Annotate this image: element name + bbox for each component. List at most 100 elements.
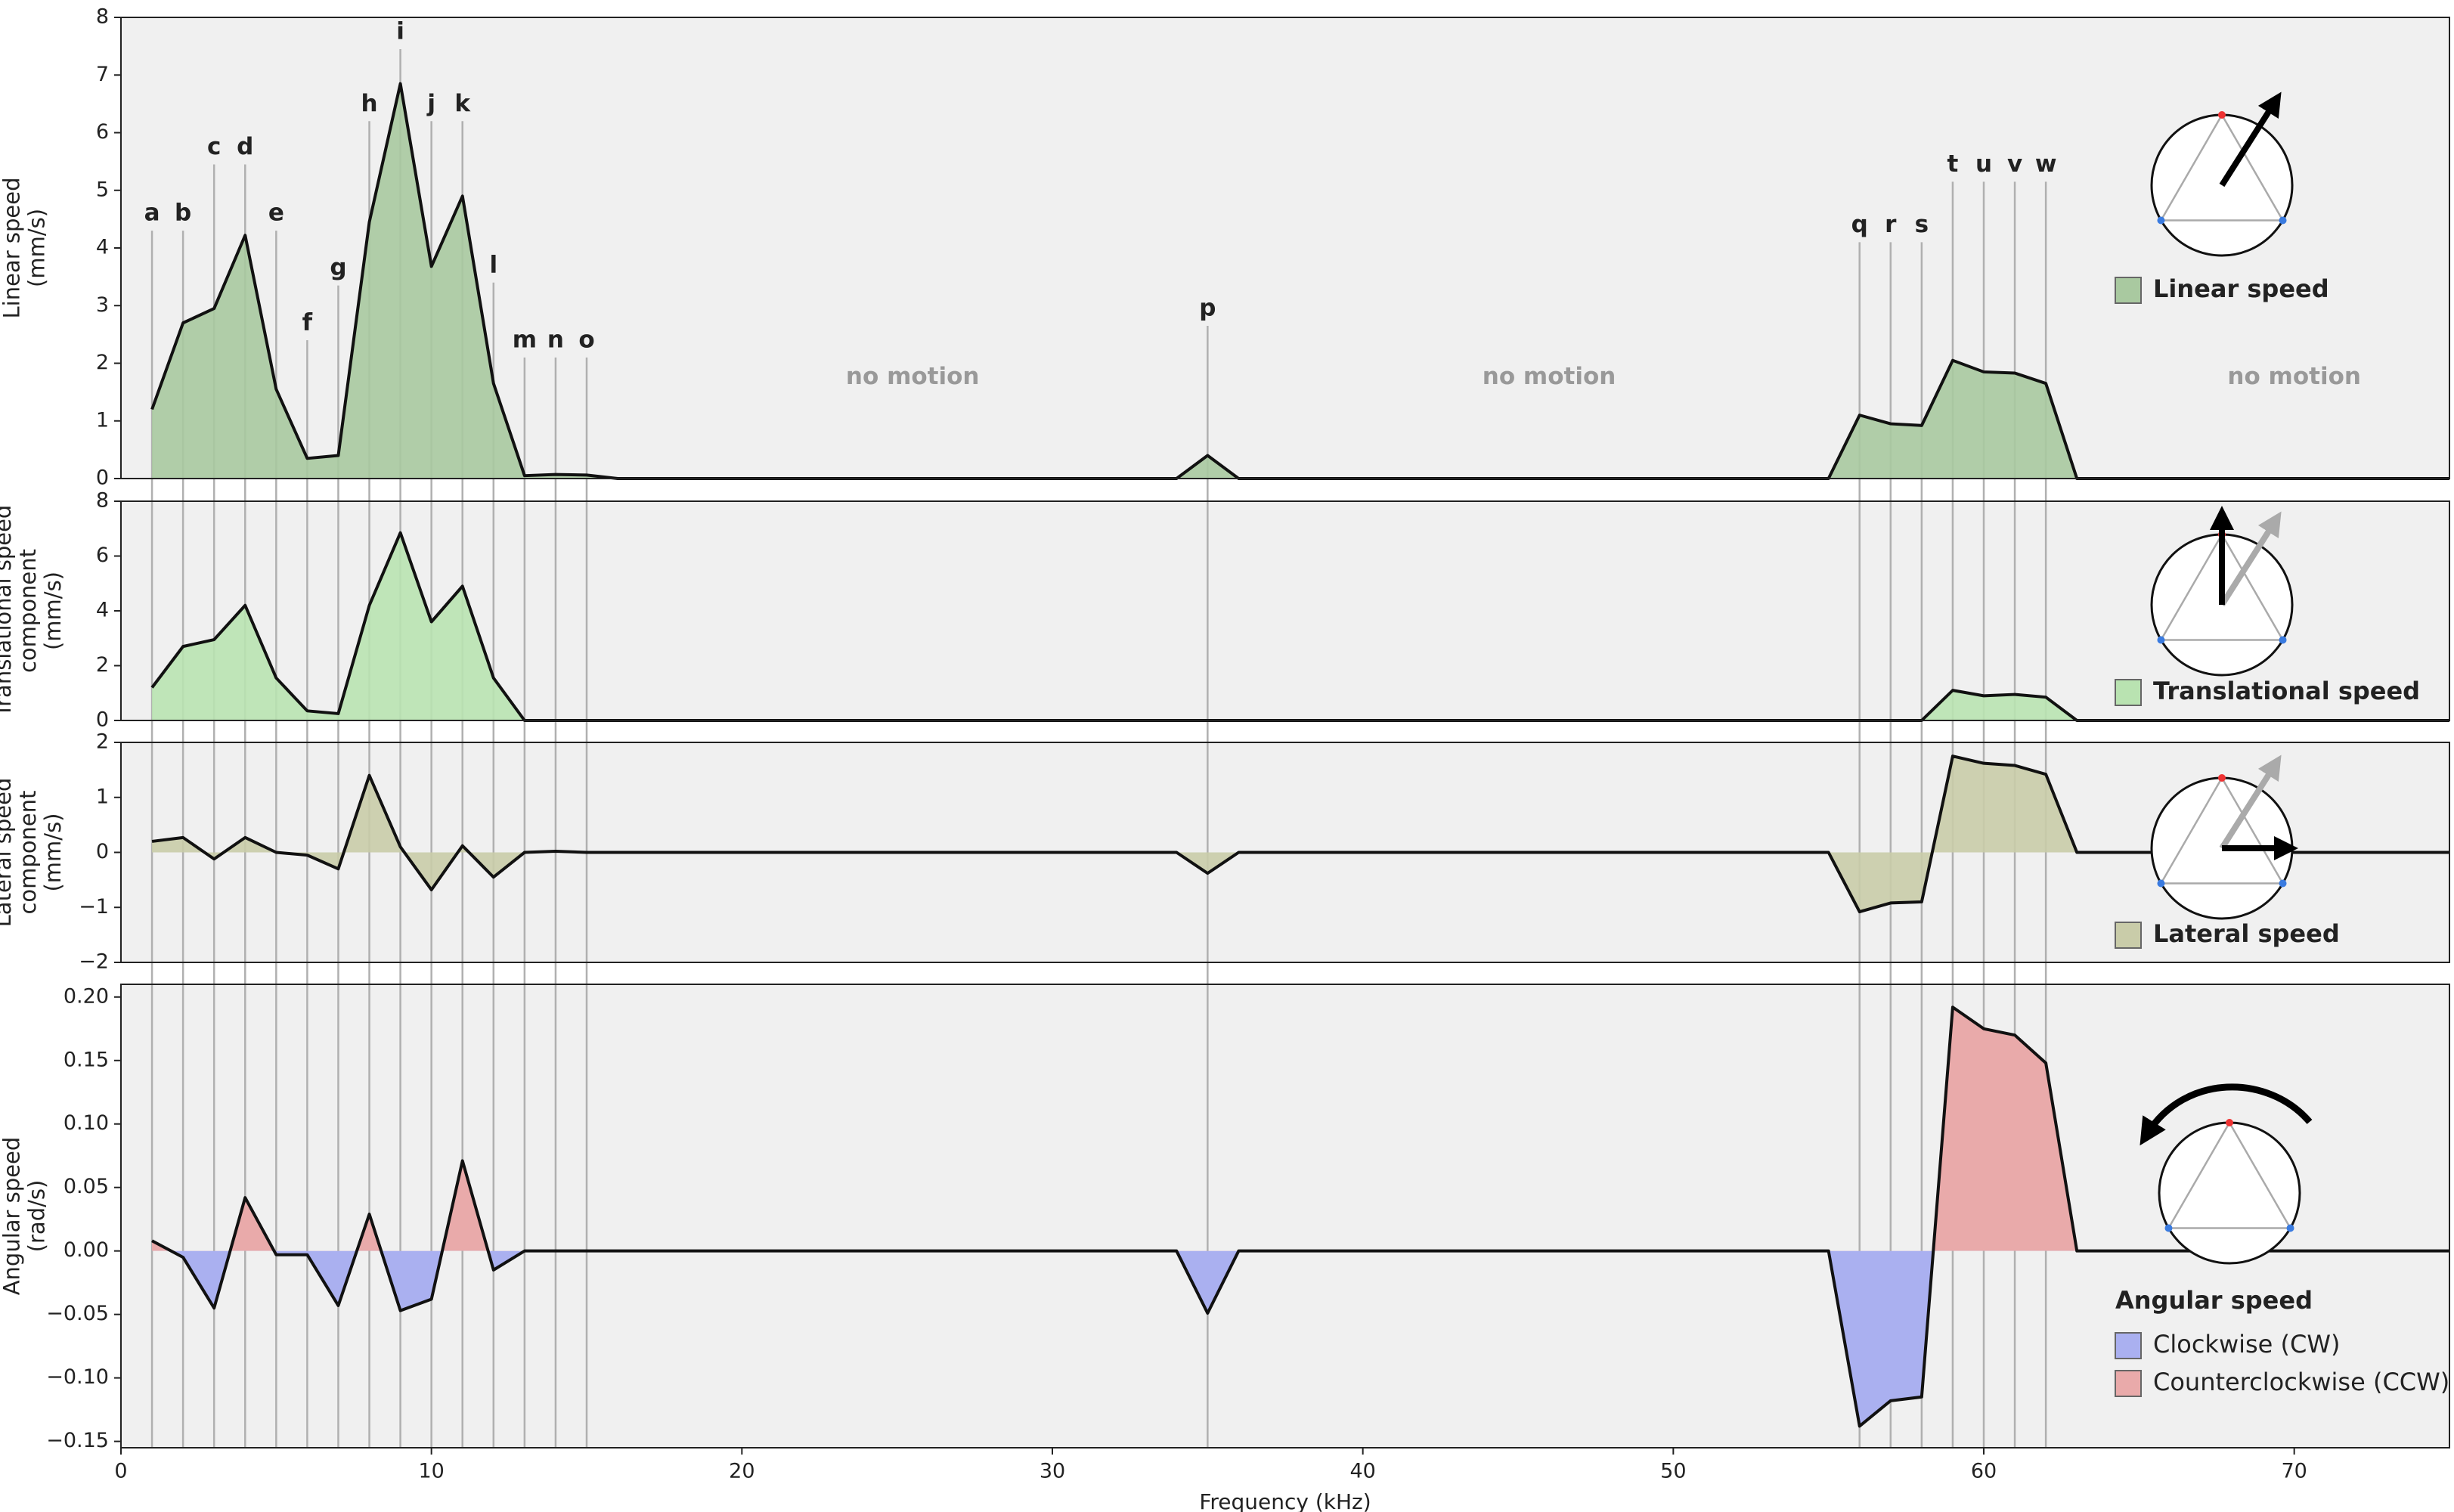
y-tick-label: 0: [96, 840, 109, 863]
plot-area: [121, 17, 2449, 479]
icon-triangle: [2159, 776, 2285, 885]
icon-dot: [2157, 636, 2165, 644]
y-tick-label: 1: [96, 408, 109, 432]
y-axis-label: (mm/s): [40, 813, 66, 891]
x-tick-label: 30: [1040, 1460, 1065, 1483]
signed-area-fill: [152, 1007, 2449, 1251]
icon-dot: [2218, 774, 2226, 782]
annotation-label: k: [454, 90, 471, 117]
icon-arrow: [2219, 511, 2282, 607]
annotation-label: d: [237, 133, 253, 160]
legend-swatch: [2115, 1332, 2142, 1359]
no-motion-note: no motion: [846, 363, 980, 390]
y-tick-label: 6: [96, 120, 109, 144]
annotation-label: j: [426, 90, 435, 117]
series-line: [151, 1005, 2449, 1428]
legend-swatch: [2115, 1370, 2142, 1397]
y-tick-label: 0: [96, 708, 109, 732]
y-tick-label: 0.20: [64, 984, 109, 1008]
annotation-label: o: [578, 326, 594, 353]
annotation-label: p: [1199, 294, 1216, 321]
y-tick-label: 1: [96, 785, 109, 808]
y-tick-label: −1: [79, 895, 109, 919]
x-axis-label: Frequency (kHz): [1199, 1489, 1371, 1512]
annotation-label: l: [489, 251, 497, 278]
legend-label: Counterclockwise (CCW): [2153, 1368, 2449, 1396]
plot-area: [121, 501, 2449, 720]
icon-triangle: [2159, 532, 2285, 641]
plot-frame: [120, 984, 2450, 1448]
icon-triangle: [2159, 113, 2285, 222]
x-tick-label: 40: [1349, 1460, 1375, 1483]
annotation-label: w: [2035, 150, 2057, 178]
x-tick-label: 10: [418, 1460, 444, 1483]
x-tick-label: 70: [2281, 1460, 2307, 1483]
icon-arrow: [2219, 754, 2282, 850]
icon-dot: [2157, 879, 2165, 888]
y-tick-label: 2: [96, 730, 109, 754]
legend-swatch: [2115, 922, 2142, 949]
annotation-label: v: [2007, 150, 2022, 178]
area-fill: [152, 532, 2450, 720]
y-tick-label: 4: [96, 236, 109, 259]
icon-dot: [2218, 111, 2226, 119]
no-motion-note: no motion: [2227, 363, 2361, 390]
y-axis-label: Translational speed: [0, 505, 16, 718]
y-tick-label: 0.00: [64, 1238, 109, 1262]
icon-dot: [2279, 879, 2287, 888]
y-tick-label: −0.15: [46, 1429, 109, 1452]
y-axis-label: (mm/s): [40, 572, 66, 650]
annotation-label: g: [330, 254, 346, 281]
icon-triangle: [2167, 1120, 2292, 1229]
annotation-label: a: [144, 200, 160, 227]
icon-dot: [2286, 1224, 2294, 1232]
annotation-label: u: [1975, 150, 1992, 178]
icon-dot: [2279, 636, 2287, 644]
annotation-label: h: [361, 90, 377, 117]
y-tick-label: −0.10: [46, 1365, 109, 1389]
annotation-label: t: [1947, 150, 1959, 178]
legend-title: Angular speed: [2115, 1286, 2313, 1315]
x-tick-label: 0: [114, 1460, 127, 1483]
annotation-label: c: [207, 133, 221, 160]
y-tick-label: 2: [96, 653, 109, 677]
y-tick-label: 0: [96, 466, 109, 490]
icon-body: [2158, 1121, 2301, 1265]
area-fill: [152, 83, 2450, 479]
legend-swatch: [2115, 679, 2142, 706]
y-tick-label: 7: [96, 63, 109, 86]
legend-label: Linear speed: [2153, 274, 2329, 303]
y-axis-label: component: [15, 549, 41, 673]
annotation-label: n: [547, 326, 564, 353]
y-tick-label: −0.05: [46, 1302, 109, 1325]
annotation-label: f: [302, 309, 313, 336]
annotation-label: b: [175, 200, 191, 227]
y-axis-label: component: [15, 790, 41, 914]
x-tick-label: 60: [1971, 1460, 1997, 1483]
icon-dot: [2164, 1224, 2173, 1232]
legend-label: Lateral speed: [2153, 919, 2340, 948]
y-tick-label: 5: [96, 178, 109, 201]
icon-dot: [2157, 216, 2165, 225]
y-axis-label: Angular speed: [0, 1137, 25, 1296]
no-motion-note: no motion: [1483, 363, 1616, 390]
icon-dot: [2279, 216, 2287, 225]
series-line: [151, 754, 2449, 914]
signed-area-fill: [152, 1250, 2449, 1427]
annotation-label: s: [1915, 211, 1929, 238]
y-tick-label: 8: [96, 5, 109, 29]
icon-dot: [2226, 1119, 2233, 1126]
y-axis-label: (mm/s): [24, 209, 50, 287]
y-tick-label: 0.15: [64, 1048, 109, 1071]
y-tick-label: 3: [96, 293, 109, 317]
legend-swatch: [2115, 277, 2142, 304]
y-axis-label: (rad/s): [24, 1180, 50, 1253]
legend-label: Clockwise (CW): [2153, 1330, 2340, 1359]
series-line: [150, 82, 2449, 480]
y-tick-label: 4: [96, 599, 109, 622]
y-tick-label: 0.05: [64, 1175, 109, 1198]
y-tick-label: 6: [96, 544, 109, 567]
icon-rotation-arrow: [2140, 1083, 2313, 1146]
annotation-label: q: [1851, 211, 1868, 238]
